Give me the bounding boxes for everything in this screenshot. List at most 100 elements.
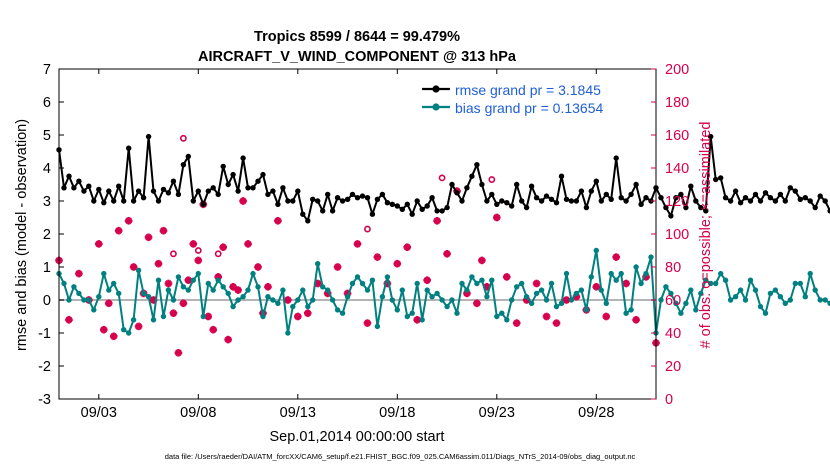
bias-point	[389, 297, 395, 303]
bias-point	[439, 297, 445, 303]
obs-assimilated-stroke	[145, 233, 152, 241]
rmse-point	[121, 198, 127, 204]
bias-point	[708, 280, 714, 287]
bias-point	[558, 300, 565, 306]
obs-assimilated-marker	[114, 226, 123, 235]
rmse-point	[240, 155, 246, 161]
bias-point	[76, 290, 82, 297]
rmse-point	[752, 191, 759, 198]
obs-assimilated-marker	[189, 240, 198, 248]
obs-assimilated-stroke	[413, 316, 421, 324]
obs-assimilated-marker	[403, 243, 412, 251]
rmse-point	[718, 175, 724, 181]
bias-point	[494, 313, 500, 320]
bias-point	[514, 284, 520, 290]
rmse-point	[827, 208, 830, 214]
bias-point	[190, 277, 196, 283]
bias-point	[399, 287, 405, 293]
bias-point	[762, 310, 769, 316]
bias-point	[165, 287, 172, 293]
bias-point	[449, 297, 455, 303]
rmse-point	[688, 183, 694, 189]
obs-assimilated-marker	[353, 240, 362, 248]
x-tick-label: 09/13	[280, 405, 316, 421]
bias-point	[285, 330, 291, 336]
obs-assimilated-stroke	[612, 253, 620, 261]
obs-assimilated-stroke	[224, 336, 232, 344]
bias-point	[180, 284, 187, 290]
y2-tick-label: 20	[665, 359, 681, 375]
obs-assimilated-marker	[164, 279, 173, 288]
rmse-point	[116, 183, 122, 189]
bias-point	[718, 270, 724, 277]
rmse-point	[329, 208, 336, 214]
bias-point	[469, 274, 475, 280]
rmse-point	[668, 213, 674, 219]
bias-point	[588, 274, 594, 280]
obs-assimilated-stroke	[174, 349, 182, 357]
rmse-point	[613, 155, 619, 161]
bias-point	[359, 280, 366, 287]
obs-assimilated-marker	[104, 299, 113, 308]
bias-point	[608, 270, 614, 277]
bias-point	[295, 297, 301, 303]
rmse-point	[678, 191, 684, 198]
rmse-point	[320, 208, 326, 214]
bias-point	[429, 294, 435, 300]
obs-assimilated-marker	[219, 243, 227, 251]
x-tick-label: 09/03	[81, 405, 117, 421]
obs-possible-marker	[194, 247, 202, 254]
bias-point	[509, 297, 515, 303]
rmse-point	[464, 185, 470, 191]
rmse-point	[305, 218, 311, 224]
bias-point	[663, 284, 669, 290]
rmse-point	[91, 198, 97, 204]
obs-assimilated-marker	[303, 309, 312, 317]
bias-point	[752, 287, 759, 293]
rmse-point	[210, 185, 216, 191]
obs-assimilated-marker	[154, 259, 163, 268]
bias-point	[553, 303, 560, 310]
bias-point	[354, 274, 361, 280]
rmse-point	[812, 204, 818, 211]
rmse-point	[180, 162, 187, 168]
rmse-point	[200, 201, 206, 207]
obs-assimilated-stroke	[473, 299, 481, 307]
bias-point	[86, 297, 92, 303]
bias-point	[812, 287, 818, 293]
bias-point	[782, 300, 788, 306]
bias-point	[568, 297, 575, 303]
obs-possible-marker	[364, 225, 371, 233]
obs-assimilated-marker	[134, 322, 143, 331]
bias-point	[126, 330, 132, 336]
obs-assimilated-marker	[274, 217, 282, 225]
rmse-point	[325, 191, 331, 198]
obs-assimilated-stroke	[433, 217, 441, 225]
obs-assimilated-stroke	[189, 240, 197, 248]
y-tick-label: -3	[38, 392, 51, 408]
obs-assimilated-marker	[443, 250, 451, 258]
y2-tick-label: 140	[665, 161, 689, 177]
obs-assimilated-stroke	[423, 276, 431, 284]
obs-assimilated-marker	[473, 299, 481, 308]
bias-point	[329, 297, 336, 303]
rmse-point	[523, 204, 530, 211]
bias-point	[379, 294, 386, 300]
rmse-point	[66, 173, 72, 179]
bias-point	[320, 284, 326, 290]
rmse-point	[479, 181, 485, 188]
rmse-point	[359, 193, 366, 199]
bias-point	[170, 297, 177, 303]
obs-assimilated-marker	[209, 325, 218, 334]
rmse-point	[160, 186, 167, 193]
obs-assimilated-stroke	[105, 299, 113, 307]
obs-assimilated-marker	[393, 259, 402, 268]
bias-point	[643, 270, 649, 277]
y2-tick-label: 40	[665, 326, 681, 342]
bias-point	[777, 294, 784, 300]
rmse-point	[295, 188, 301, 194]
bias-point	[638, 280, 644, 287]
rmse-point	[703, 208, 709, 214]
obs-possible-marker	[170, 250, 177, 258]
